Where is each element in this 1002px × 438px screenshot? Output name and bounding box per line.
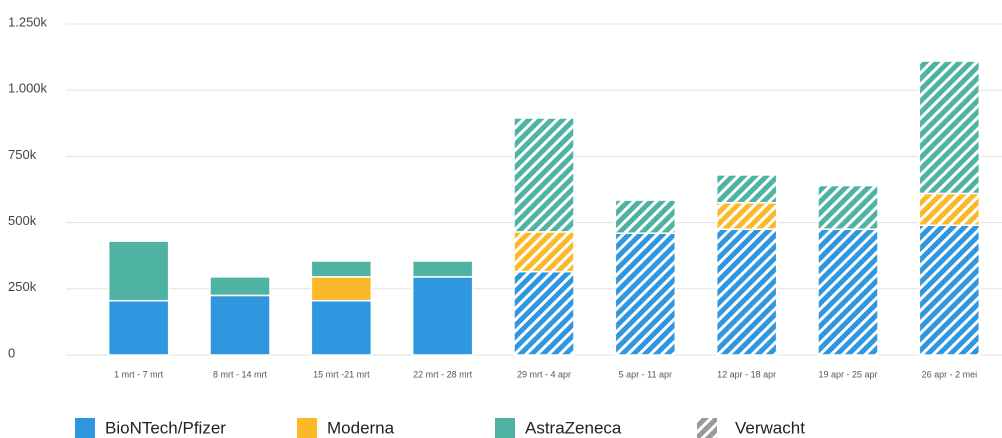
y-tick-label: 1.250k — [8, 14, 48, 29]
bar-segment — [411, 276, 474, 356]
bar-segment — [411, 260, 474, 278]
legend-swatch — [697, 418, 717, 438]
bar-segment — [209, 294, 271, 356]
bar-segment — [918, 224, 981, 356]
x-tick-label: 1 mrt - 7 mrt — [114, 369, 163, 379]
bar-segment — [310, 299, 373, 356]
bar-segment — [918, 192, 981, 226]
bar-segment — [513, 231, 575, 273]
legend-label: BioNTech/Pfizer — [105, 418, 226, 437]
bar-segment — [310, 276, 373, 302]
y-tick-label: 750k — [8, 147, 37, 162]
bar-segment — [513, 270, 575, 356]
bar-segment — [817, 184, 879, 230]
y-tick-label: 500k — [8, 213, 37, 228]
x-tick-label: 19 apr - 25 apr — [818, 369, 877, 379]
legend-label: Moderna — [327, 418, 395, 437]
bar-segment — [614, 199, 677, 234]
legend-swatch — [495, 418, 515, 438]
bar-segment — [209, 276, 271, 297]
x-tick-label: 29 mrt - 4 apr — [517, 369, 571, 379]
x-tick-label: 12 apr - 18 apr — [717, 369, 776, 379]
bar-segment — [107, 240, 170, 302]
legend-label: AstraZeneca — [525, 418, 622, 437]
bar-segment — [513, 117, 575, 233]
y-tick-label: 1.000k — [8, 81, 48, 96]
bar-segment — [715, 174, 778, 204]
bar-segment — [715, 201, 778, 230]
legend-swatch — [75, 418, 95, 438]
bar-segment — [817, 228, 879, 356]
y-tick-label: 0 — [8, 345, 15, 360]
bar-segment — [310, 260, 373, 278]
x-tick-label: 8 mrt - 14 mrt — [213, 369, 268, 379]
bar-segment — [107, 299, 170, 356]
legend-label: Verwacht — [735, 418, 805, 437]
legend-swatch — [297, 418, 317, 438]
x-tick-label: 15 mrt -21 mrt — [313, 369, 370, 379]
x-tick-label: 5 apr - 11 apr — [619, 369, 672, 379]
bar-segment — [918, 60, 981, 195]
bar-segment — [614, 232, 677, 356]
bar-segment — [715, 228, 778, 356]
x-tick-label: 26 apr - 2 mei — [922, 369, 978, 379]
x-tick-label: 22 mrt - 28 mrt — [413, 369, 473, 379]
y-tick-label: 250k — [8, 279, 37, 294]
